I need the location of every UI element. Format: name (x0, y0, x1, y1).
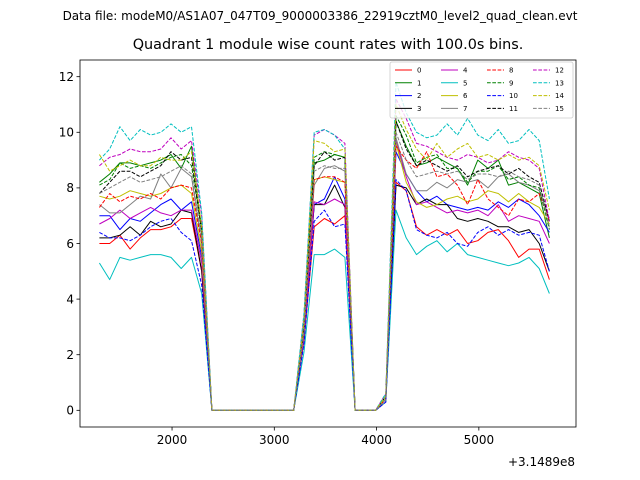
chart-title: Quadrant 1 module wise count rates with … (133, 37, 524, 53)
y-tick-label: 10 (59, 126, 74, 140)
legend-label-15: 15 (555, 105, 564, 113)
legend-label-5: 5 (463, 79, 467, 87)
legend-label-3: 3 (417, 105, 421, 113)
legend-label-12: 12 (555, 67, 564, 75)
legend-label-10: 10 (509, 92, 518, 100)
series-line-8 (98, 145, 550, 411)
legend-label-8: 8 (509, 67, 513, 75)
series-line-14 (98, 104, 550, 411)
series-line-2 (99, 151, 550, 411)
legend-label-2: 2 (417, 92, 421, 100)
y-tick-label: 6 (66, 237, 74, 251)
series-line-1 (99, 120, 550, 411)
legend-label-14: 14 (555, 92, 564, 100)
y-tick-label: 4 (66, 292, 74, 306)
legend-label-1: 1 (417, 79, 421, 87)
legend-label-4: 4 (463, 67, 468, 75)
legend-label-13: 13 (555, 79, 564, 87)
y-tick-label: 12 (59, 70, 74, 84)
series-line-11 (99, 120, 550, 411)
x-tick-label: 4000 (361, 433, 392, 447)
legend-label-6: 6 (463, 92, 468, 100)
x-tick-label: 5000 (464, 433, 495, 447)
series-line-13 (99, 81, 550, 411)
series-line-12 (99, 98, 550, 411)
series-line-0 (99, 181, 550, 411)
x-tick-label: 3000 (259, 433, 290, 447)
series-group (98, 81, 550, 411)
series-line-5 (98, 209, 550, 411)
legend-label-0: 0 (417, 67, 421, 75)
legend-label-11: 11 (509, 105, 518, 113)
series-line-15 (99, 131, 550, 411)
y-tick-label: 8 (66, 181, 74, 195)
series-line-4 (99, 140, 550, 411)
x-tick-label: 2000 (157, 433, 188, 447)
y-tick-label: 0 (66, 404, 74, 418)
series-line-10 (99, 179, 550, 411)
y-tick-label: 2 (66, 348, 74, 362)
x-axis-offset-label: +3.1489e8 (508, 455, 575, 469)
series-line-7 (99, 137, 550, 411)
legend-label-9: 9 (509, 79, 513, 87)
legend-label-7: 7 (463, 105, 467, 113)
series-line-9 (99, 115, 550, 411)
legend-box (389, 61, 574, 119)
suptitle: Data file: modeM0/AS1A07_047T09_90000033… (63, 9, 578, 23)
